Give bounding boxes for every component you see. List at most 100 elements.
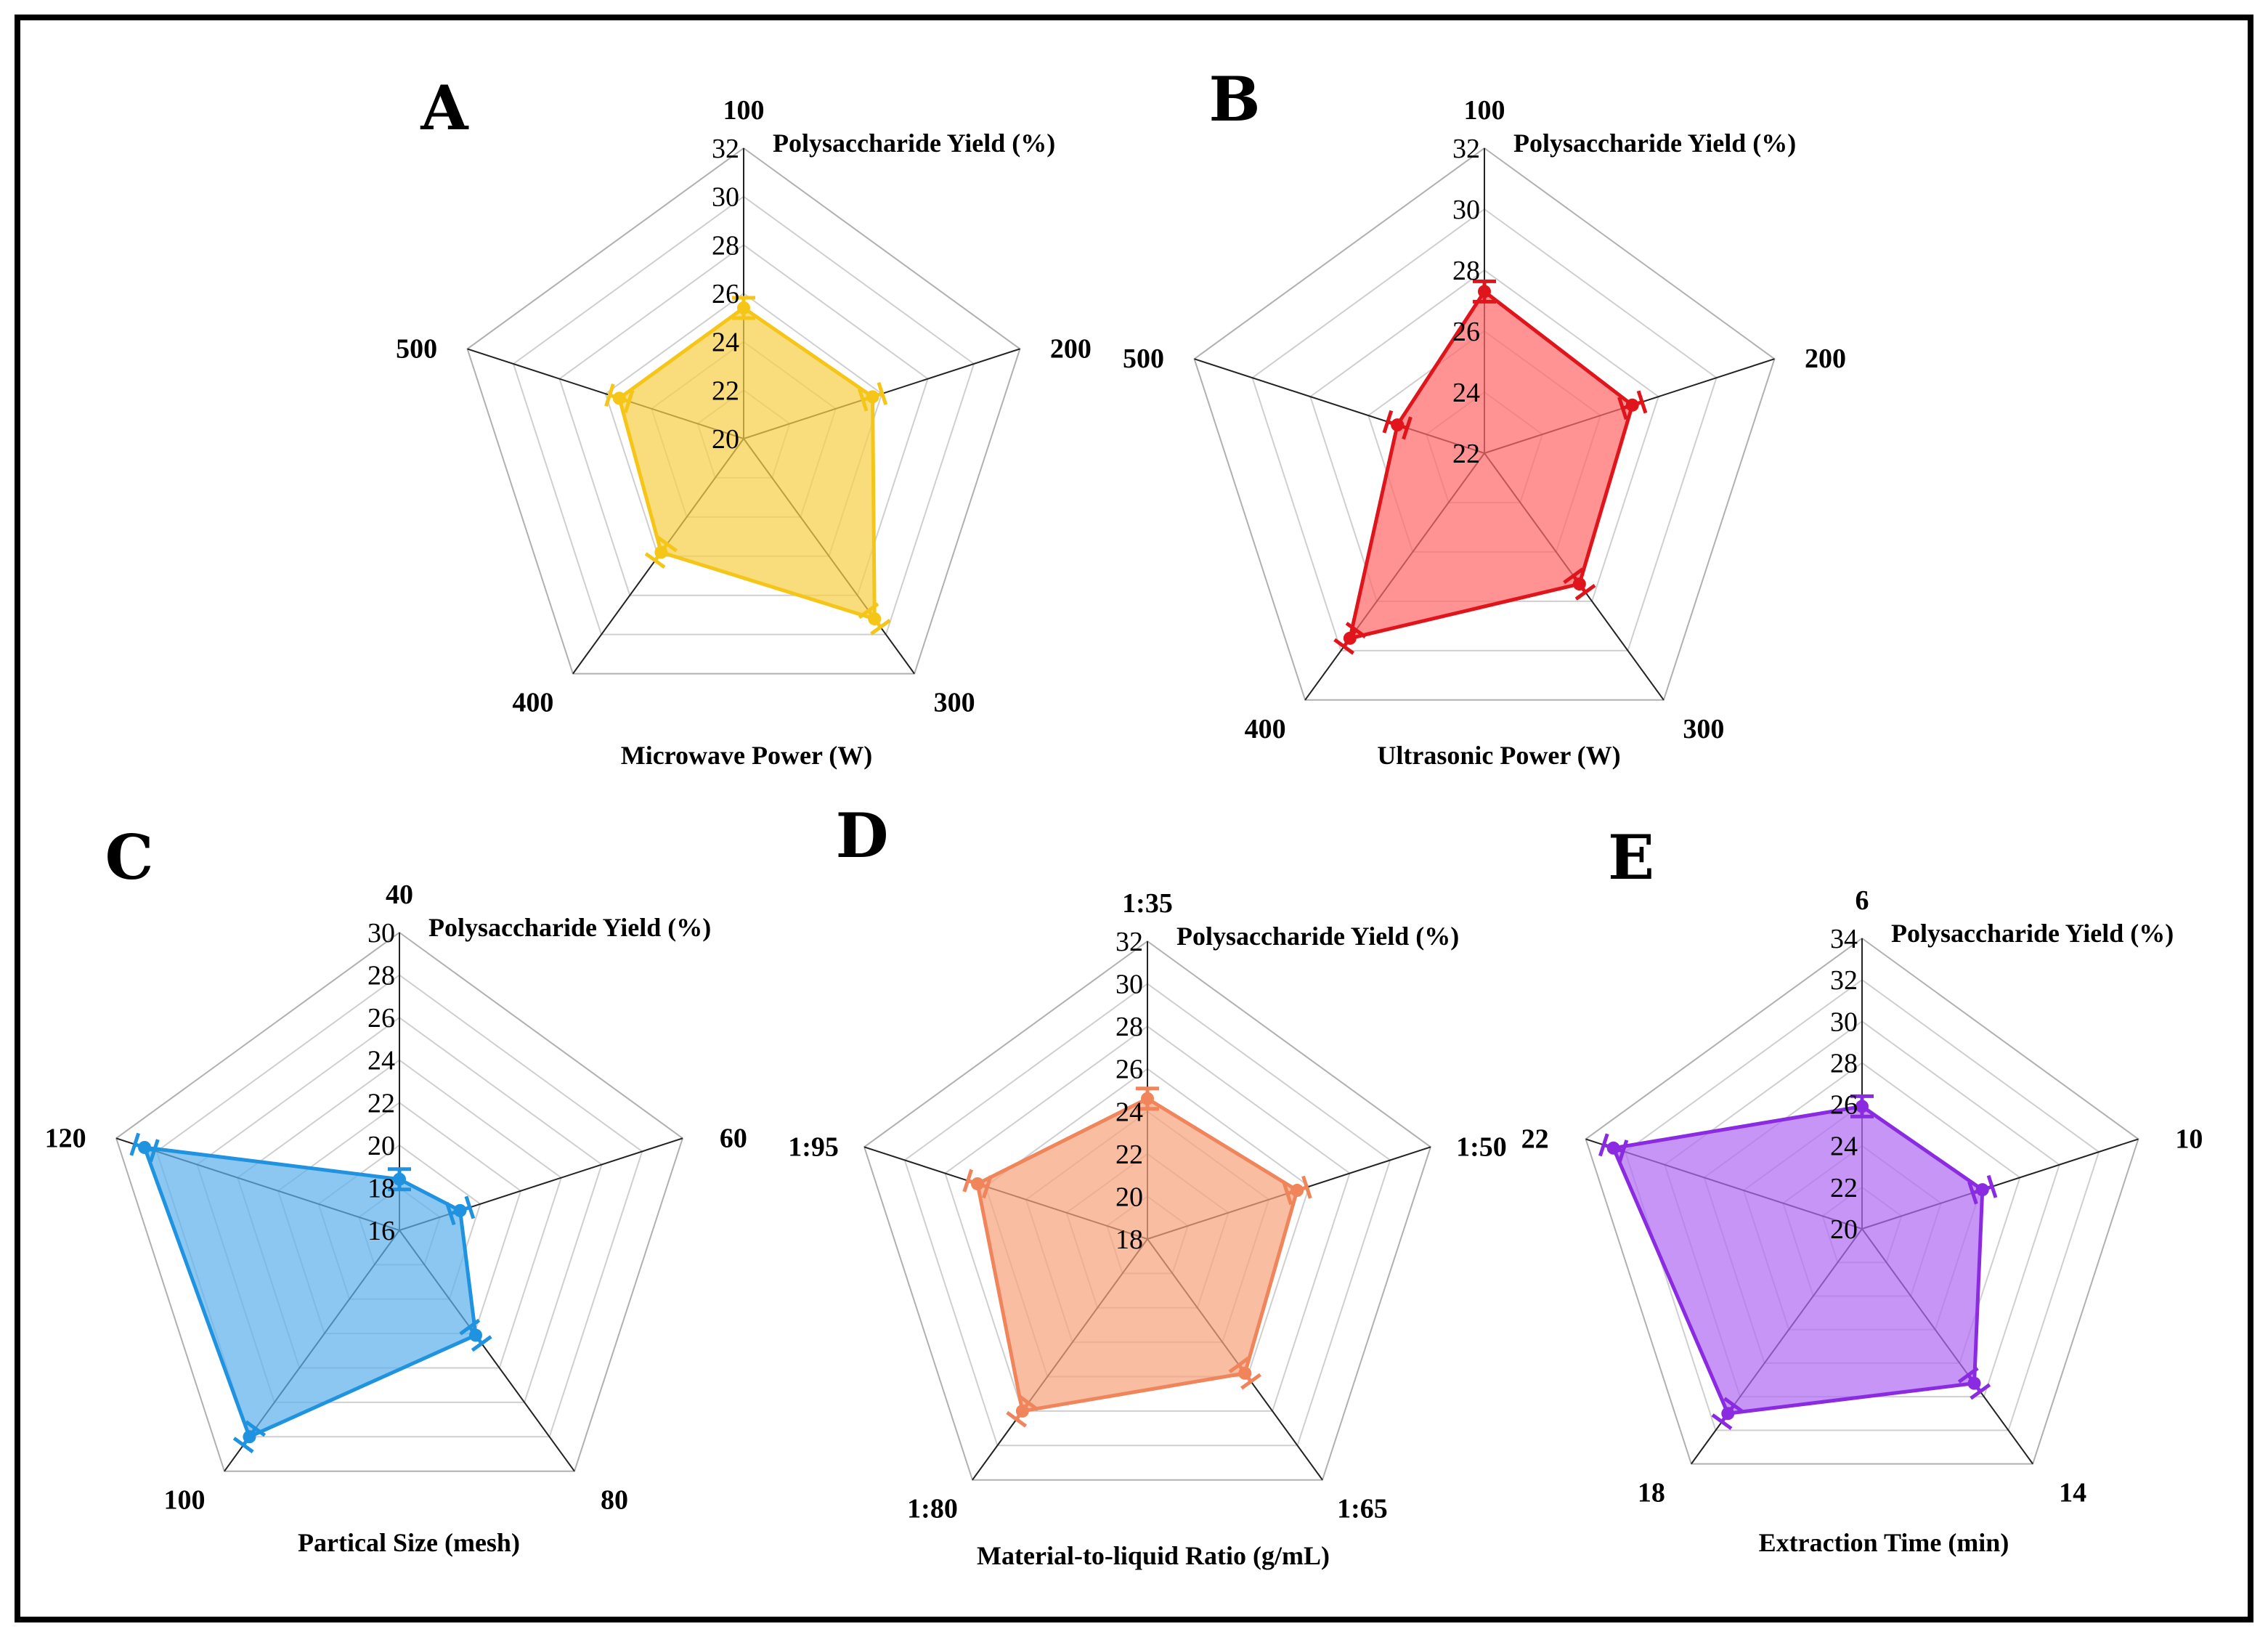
- value-axis-label: Polysaccharide Yield (%): [773, 129, 1055, 158]
- grid-ring: [558, 244, 929, 596]
- grid-ring: [1193, 147, 1776, 701]
- error-cap: [245, 1420, 267, 1437]
- error-cap: [657, 535, 678, 553]
- data-point: [1228, 1357, 1261, 1390]
- category-label: 40: [386, 880, 413, 910]
- category-label: 300: [1683, 714, 1724, 744]
- data-marker: [1291, 1184, 1304, 1198]
- error-cap: [1617, 397, 1628, 421]
- grid-ring: [1585, 937, 2139, 1465]
- data-marker: [1721, 1407, 1735, 1421]
- radial-tick-label: 28: [1115, 1012, 1143, 1042]
- radial-tick-label: 20: [1115, 1182, 1143, 1212]
- panel-letter: B: [1209, 63, 1261, 135]
- data-point: [1006, 1394, 1039, 1428]
- data-marker: [469, 1328, 483, 1342]
- data-point: [1711, 1397, 1744, 1431]
- radial-tick-label: 24: [1452, 378, 1480, 408]
- category-label: 1:35: [1122, 888, 1173, 919]
- data-point: [232, 1420, 267, 1454]
- radial-tick-label: 18: [1115, 1224, 1143, 1255]
- radial-tick-label: 30: [1452, 195, 1480, 225]
- data-marker: [1141, 1092, 1154, 1105]
- grid-ring: [863, 940, 1432, 1481]
- error-cap: [1228, 1357, 1250, 1373]
- radial-tick-label: 32: [712, 134, 739, 164]
- data-marker: [393, 1172, 406, 1186]
- data-point: [1382, 410, 1413, 440]
- grid-ring: [155, 974, 643, 1438]
- data-marker: [1343, 631, 1357, 645]
- radial-tick-label: 22: [1830, 1173, 1858, 1203]
- error-cap: [1617, 1140, 1629, 1163]
- radial-tick-label: 32: [1452, 134, 1480, 164]
- radial-tick-label: 20: [1830, 1214, 1858, 1245]
- radial-tick-label: 30: [712, 182, 739, 213]
- data-marker: [1015, 1404, 1029, 1418]
- error-cap: [471, 1335, 492, 1352]
- category-label: 200: [1050, 333, 1092, 364]
- data-marker: [1625, 398, 1639, 412]
- category-label: 400: [1245, 714, 1286, 744]
- grid-ring: [944, 1025, 1351, 1412]
- value-axis-label: Polysaccharide Yield (%): [1891, 919, 2174, 948]
- radial-tick-label: 32: [1830, 965, 1858, 996]
- radial-tick-label: 30: [367, 918, 395, 949]
- error-cap: [1333, 638, 1355, 655]
- category-label: 1:80: [907, 1494, 958, 1524]
- error-cap: [459, 1318, 481, 1336]
- data-point: [1850, 1094, 1874, 1118]
- grid-ring: [196, 1016, 603, 1403]
- radar-panel-b: 22 24 26 28 30 32 Polysaccharide Yield (%) 100 2…: [1123, 63, 1846, 770]
- data-point: [604, 383, 635, 413]
- data-marker: [1606, 1141, 1620, 1155]
- data-area: [142, 1145, 478, 1439]
- error-cap: [1636, 390, 1648, 414]
- axis-title: Partical Size (mesh): [298, 1528, 520, 1557]
- radial-tick-label: 22: [1452, 439, 1480, 469]
- category-label: 500: [396, 333, 437, 364]
- data-point: [459, 1318, 492, 1352]
- data-point: [1333, 622, 1367, 655]
- data-point: [1598, 1133, 1629, 1163]
- error-cap: [857, 388, 869, 412]
- data-point: [1136, 1086, 1159, 1111]
- error-cap: [1957, 1366, 1979, 1384]
- error-cap: [1282, 1182, 1293, 1206]
- grid-ring: [1251, 208, 1718, 651]
- data-marker: [1238, 1366, 1252, 1380]
- error-cap: [858, 602, 879, 620]
- error-cap: [1382, 410, 1394, 434]
- radial-tick-label: 26: [712, 279, 739, 309]
- category-label: 1:65: [1337, 1494, 1388, 1524]
- data-point: [1617, 390, 1648, 421]
- error-cap: [1986, 1174, 1998, 1198]
- error-cap: [1711, 1413, 1733, 1431]
- category-label: 1:95: [788, 1132, 839, 1162]
- data-point: [1967, 1174, 1998, 1205]
- error-cap: [444, 1202, 456, 1226]
- error-cap: [877, 382, 888, 405]
- data-marker: [866, 390, 879, 404]
- radar-panel-d: 18 20 22 24 26 28 30 32 Polysaccharide Yield (%)…: [788, 800, 1507, 1570]
- error-cap: [1970, 1383, 1991, 1400]
- error-cap: [604, 383, 615, 407]
- data-marker: [1967, 1376, 1981, 1390]
- value-axis-label: Polysaccharide Yield (%): [1513, 129, 1796, 158]
- data-marker: [1478, 285, 1491, 298]
- radial-tick-label: 20: [712, 424, 739, 455]
- radial-tick-label: 24: [1830, 1132, 1858, 1162]
- axis-title: Ultrasonic Power (W): [1377, 741, 1620, 770]
- error-cap: [1967, 1181, 1978, 1205]
- data-point: [962, 1169, 993, 1199]
- category-label: 500: [1123, 344, 1164, 374]
- radial-tick-label: 24: [712, 328, 739, 358]
- error-cap: [1563, 567, 1585, 585]
- radial-tick-label: 22: [367, 1088, 395, 1118]
- axis-title: Extraction Time (min): [1759, 1528, 2009, 1557]
- data-point: [1957, 1366, 1991, 1400]
- axis-title: Microwave Power (W): [621, 741, 873, 770]
- data-point: [644, 535, 678, 569]
- radial-tick-label: 24: [367, 1046, 395, 1076]
